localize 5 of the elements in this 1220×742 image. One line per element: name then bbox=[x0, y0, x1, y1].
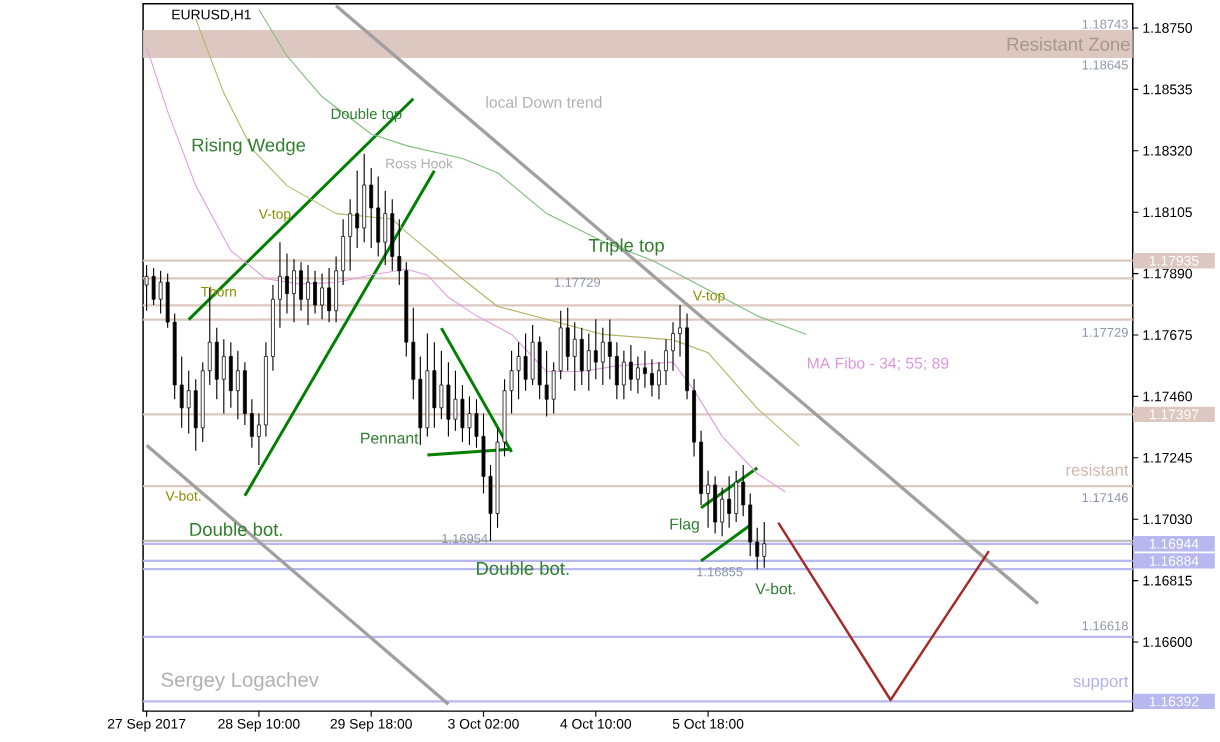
annotation: support bbox=[1073, 675, 1129, 691]
annotation: Sergey Logachev bbox=[161, 671, 319, 691]
annotation: resistant bbox=[1066, 463, 1129, 476]
annotation: Double bot. bbox=[190, 522, 282, 536]
annotation: Double bot. bbox=[477, 561, 569, 575]
